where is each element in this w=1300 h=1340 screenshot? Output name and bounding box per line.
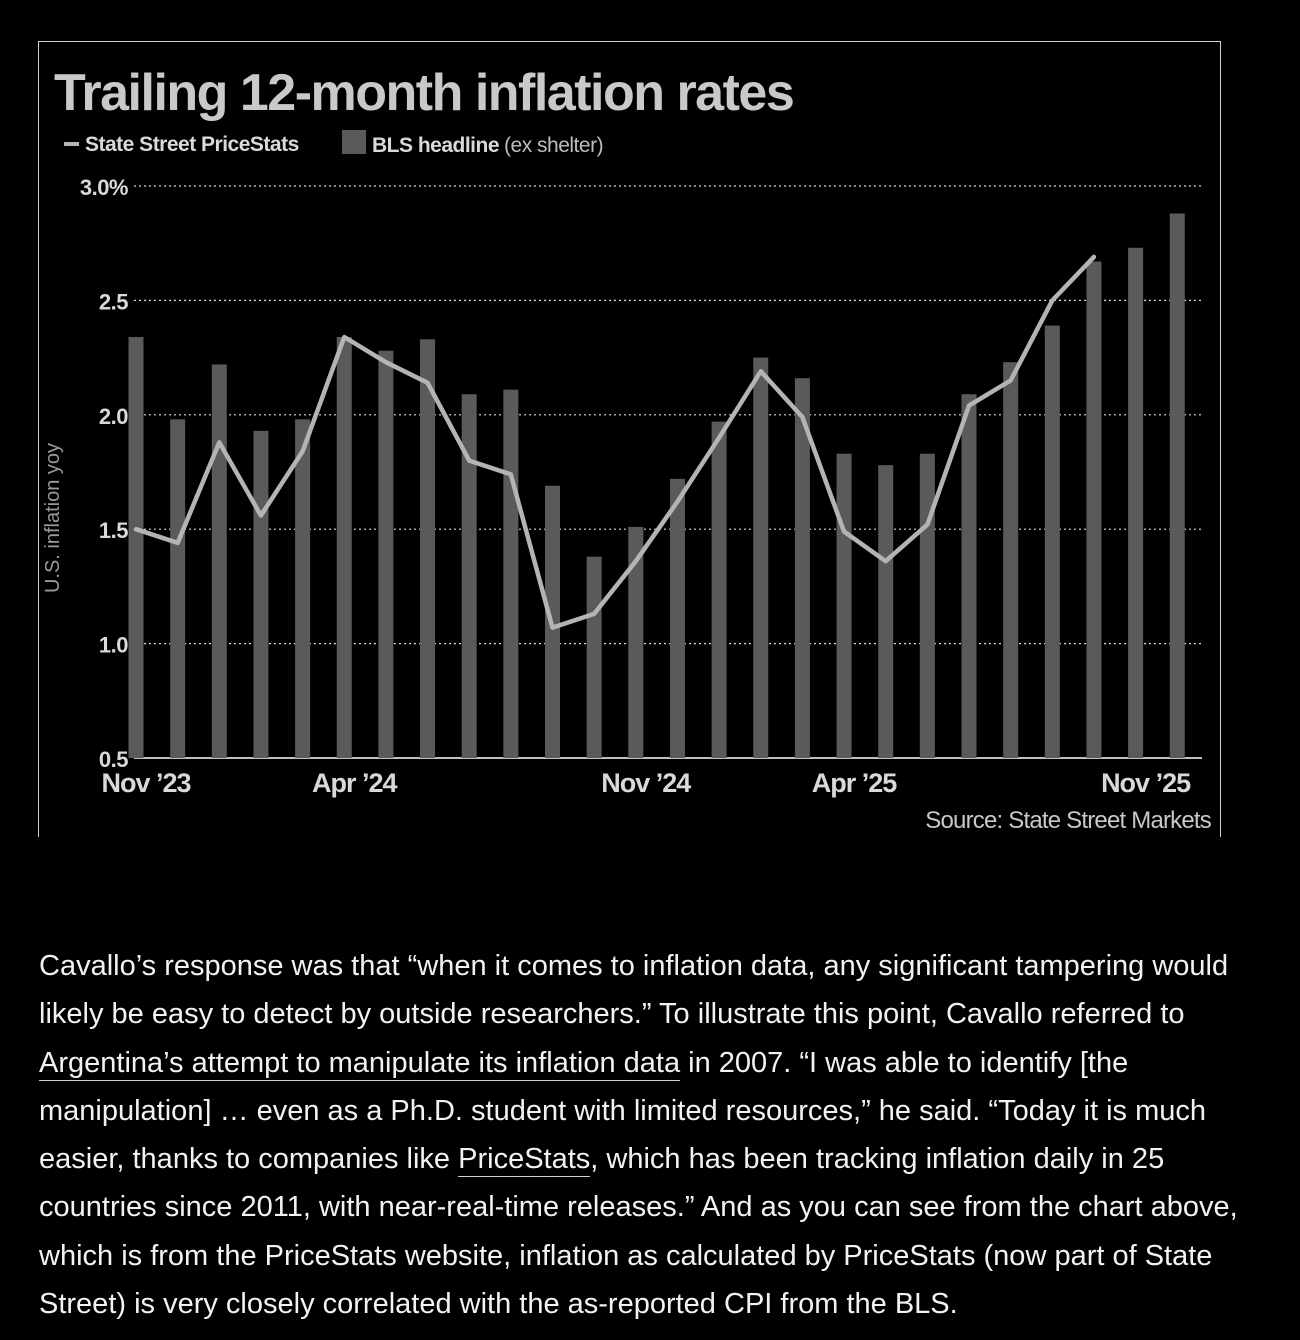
bar xyxy=(669,478,685,758)
article-paragraph: Cavallo’s response was that “when it com… xyxy=(39,942,1289,1328)
line-point xyxy=(760,370,762,372)
bar xyxy=(711,421,727,758)
bar xyxy=(420,339,436,758)
article-text-1: Cavallo’s response was that “when it com… xyxy=(39,950,1229,1031)
bar xyxy=(295,419,311,758)
line-point xyxy=(1093,256,1095,258)
y-axis-ticks: 0.5 1.0 1.5 2.0 2.5 3.0% xyxy=(80,175,129,772)
bar xyxy=(1003,362,1019,758)
article-body: Cavallo’s response was that “when it com… xyxy=(39,942,1289,1328)
line-point xyxy=(968,405,970,407)
bar xyxy=(919,453,935,758)
bar xyxy=(211,364,227,758)
line-point xyxy=(885,560,887,562)
chart-canvas: Trailing 12-month inflation rates State … xyxy=(42,64,1213,834)
bar xyxy=(378,350,394,758)
gridlines xyxy=(134,185,1202,759)
line-point xyxy=(926,524,928,526)
bar xyxy=(336,337,352,758)
y-tick-label: 0.5 xyxy=(99,747,128,772)
article-text-3: , which has been tracking inflation dail… xyxy=(39,1143,1238,1321)
line-point xyxy=(718,437,720,439)
line-point xyxy=(468,460,470,462)
bar xyxy=(753,357,769,758)
y-tick-label: 1.5 xyxy=(99,518,128,543)
argentina-link[interactable]: Argentina’s attempt to manipulate its in… xyxy=(39,1046,681,1081)
line-point xyxy=(427,382,429,384)
legend-label-bls-name: BLS headline xyxy=(372,134,499,157)
line-point xyxy=(843,530,845,532)
y-tick-label: 2.5 xyxy=(99,289,128,314)
line-point xyxy=(552,627,553,629)
line-point xyxy=(593,613,595,615)
line-point xyxy=(385,361,387,363)
bar-series xyxy=(128,213,1185,758)
bar xyxy=(1086,261,1102,758)
chart-title: Trailing 12-month inflation rates xyxy=(54,64,793,122)
bar xyxy=(1044,325,1060,758)
x-tick-label: Nov ’23 xyxy=(101,768,191,798)
line-point xyxy=(801,416,803,418)
legend-label-pricestats: State Street PriceStats xyxy=(85,133,299,156)
bar xyxy=(253,430,269,758)
pricestats-link[interactable]: PriceStats xyxy=(458,1143,591,1178)
bar xyxy=(128,337,144,758)
x-tick-label: Apr ’25 xyxy=(812,768,898,798)
bar xyxy=(1128,247,1144,758)
x-tick-label: Apr ’24 xyxy=(312,768,398,798)
y-tick-label: 3.0% xyxy=(80,175,128,200)
bar xyxy=(794,378,810,758)
line-series xyxy=(133,254,1097,630)
x-tick-label: Nov ’25 xyxy=(1101,768,1191,798)
line-point xyxy=(260,514,262,516)
line-point xyxy=(302,450,304,452)
line-point xyxy=(1051,299,1053,301)
bar xyxy=(1169,213,1185,758)
line-point xyxy=(177,542,179,544)
bar xyxy=(836,453,852,758)
y-tick-label: 1.0 xyxy=(99,633,128,658)
x-axis-ticks: Nov ’23 Apr ’24 Nov ’24 Apr ’25 Nov ’25 xyxy=(101,768,1192,798)
line-point xyxy=(510,473,512,475)
bar xyxy=(586,556,602,758)
article-text-2: in 2007. “I was able to identify [the ma… xyxy=(39,1046,1206,1176)
bar xyxy=(503,389,519,758)
line-point xyxy=(1010,379,1012,381)
line-point xyxy=(676,501,678,503)
legend-label-bls: BLS headline (ex shelter) xyxy=(372,134,603,157)
line-point xyxy=(218,441,220,443)
line-point xyxy=(635,560,637,562)
bar xyxy=(961,394,977,758)
y-tick-label: 2.0 xyxy=(99,404,128,429)
line-point xyxy=(135,528,137,530)
chart-figure: Trailing 12-month inflation rates State … xyxy=(38,41,1221,837)
bar xyxy=(628,526,644,758)
x-tick-label: Nov ’24 xyxy=(601,768,691,798)
bar xyxy=(170,419,186,758)
y-axis-label: U.S. inflation yoy xyxy=(42,443,64,593)
pricestats-line xyxy=(133,254,1097,630)
legend-bar-swatch xyxy=(342,130,366,154)
line-point xyxy=(343,336,345,338)
legend-line-swatch xyxy=(64,142,79,146)
chart-source: Source: State Street Markets xyxy=(925,807,1212,834)
bar xyxy=(878,465,894,758)
bar xyxy=(461,394,477,758)
legend-label-bls-suffix: (ex shelter) xyxy=(504,134,603,157)
